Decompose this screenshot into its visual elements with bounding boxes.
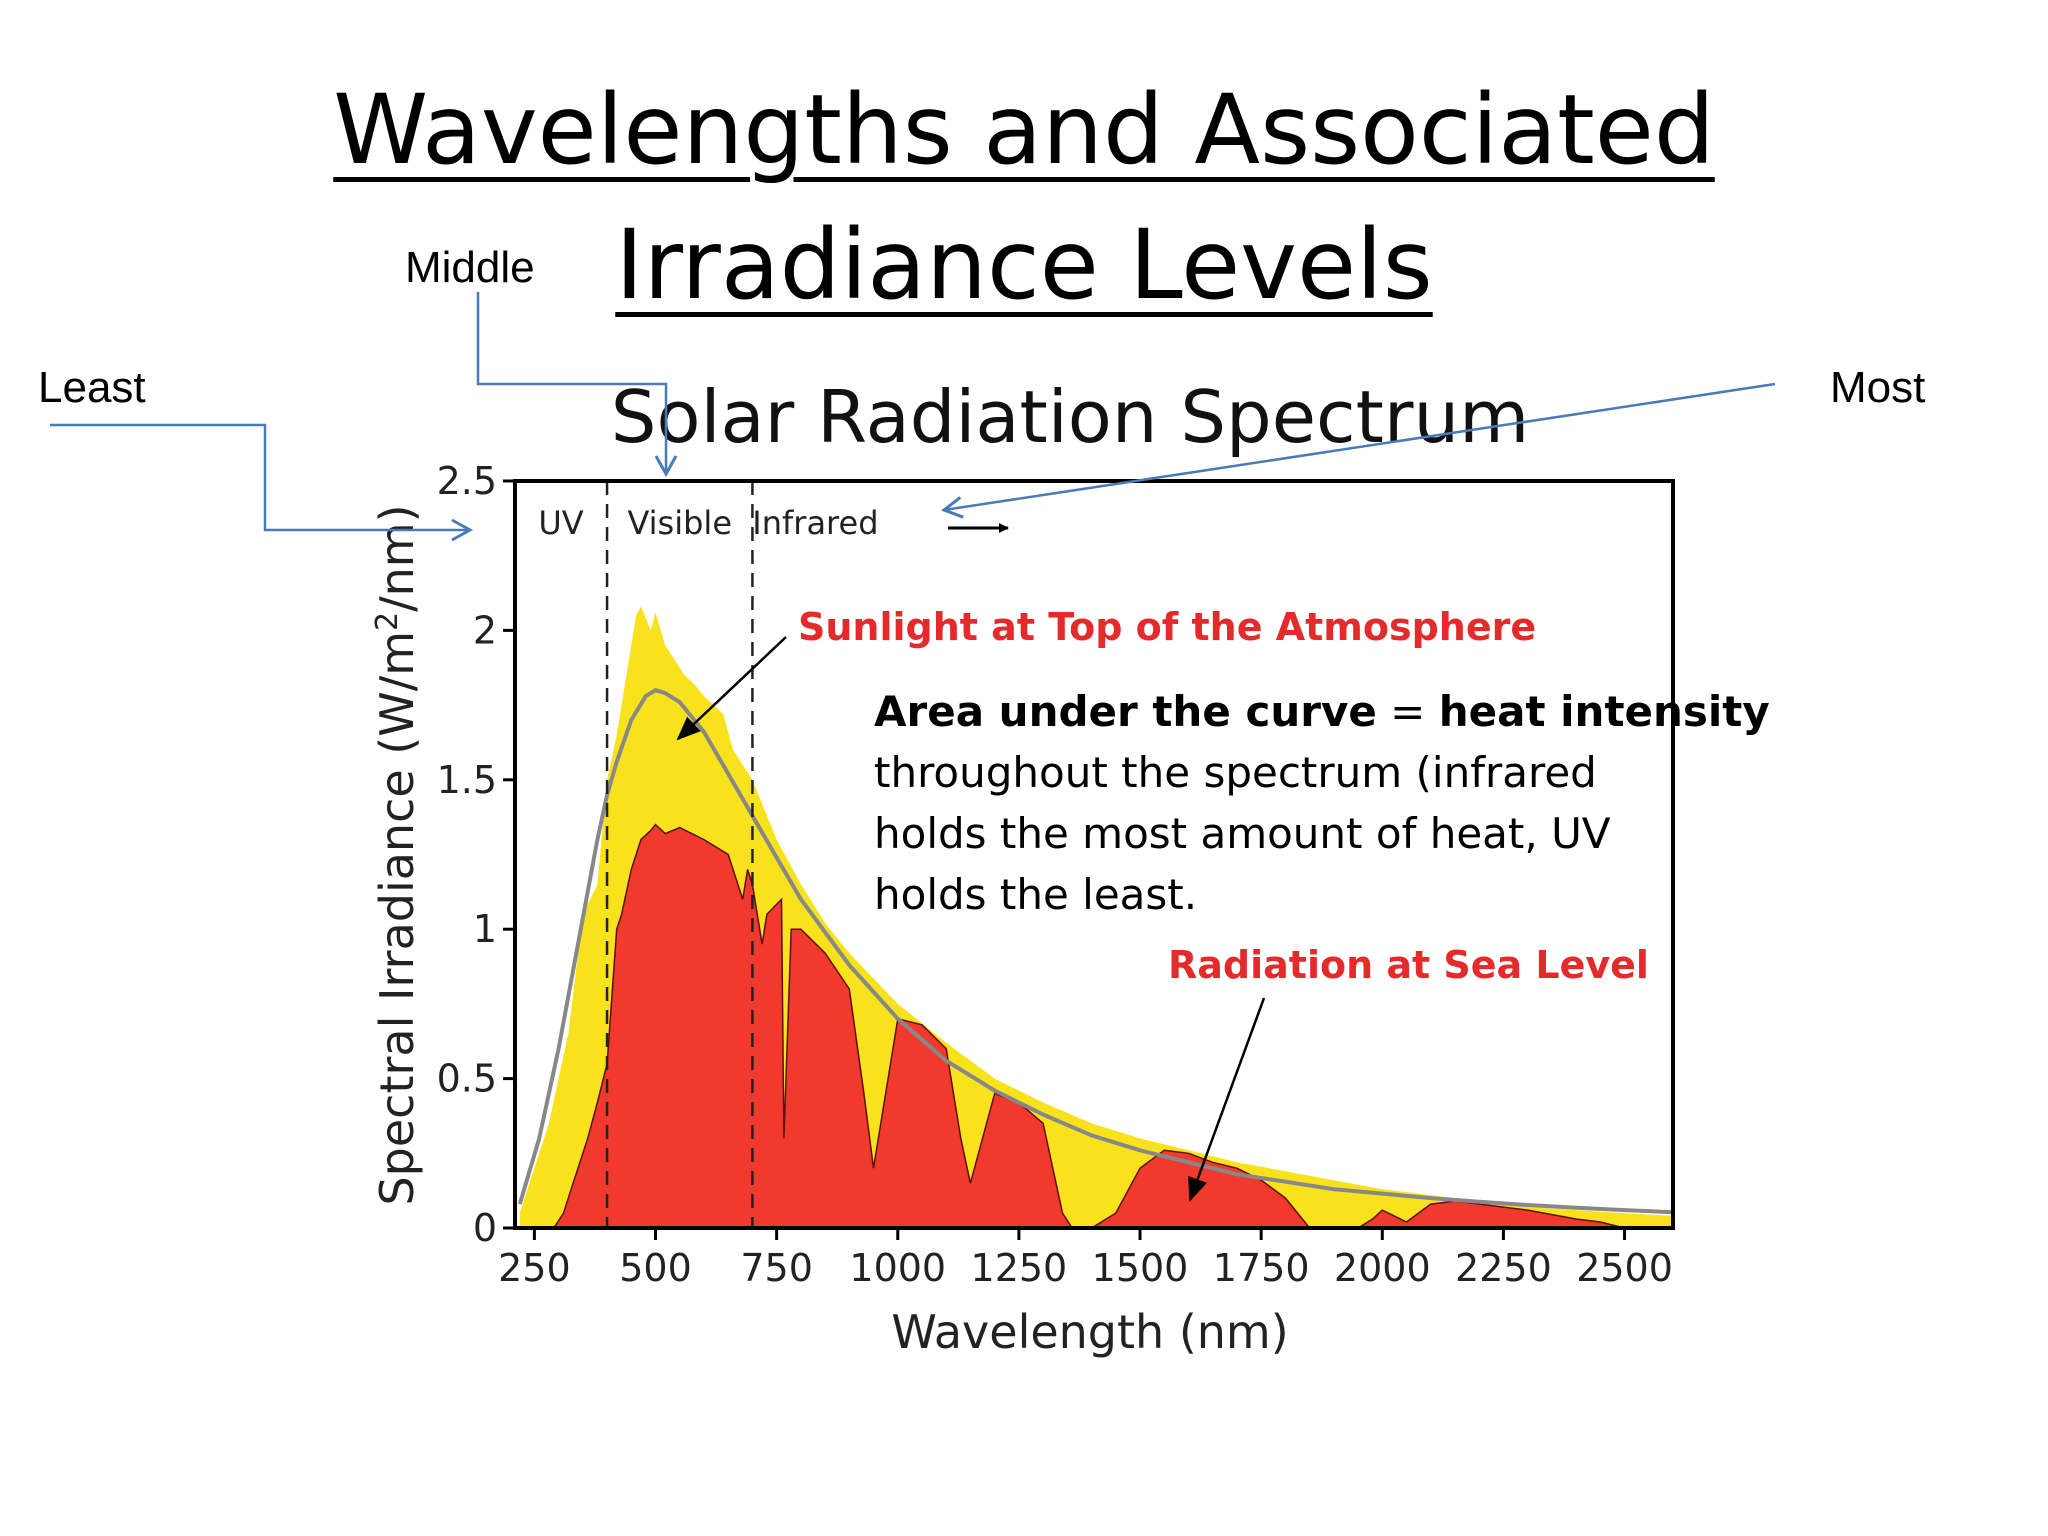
x-tick-label: 2000 (1334, 1246, 1431, 1290)
area-note-line1: Area under the curve = heat intensity (874, 687, 1770, 736)
most-callout-arrow (940, 382, 1776, 519)
region-label: Infrared (752, 504, 878, 542)
callout-label-most: Most (1830, 363, 1926, 412)
callout-arrows (50, 292, 1776, 542)
least-callout-arrow (50, 423, 474, 542)
y-axis-label: Spectral Irradiance (W/m2/nm) (370, 504, 424, 1205)
area-note: Area under the curve = heat intensity th… (874, 687, 1770, 919)
y-tick-label: 1 (473, 907, 497, 951)
area-note-bold2: heat intensity (1439, 687, 1770, 736)
callout-label-middle: Middle (405, 243, 535, 292)
y-tick-label: 1.5 (437, 758, 497, 802)
callout-label-least: Least (38, 363, 146, 412)
x-tick-label: 1000 (849, 1246, 946, 1290)
y-tick-label: 2 (473, 608, 497, 652)
x-tick-label: 1750 (1213, 1246, 1310, 1290)
x-tick-label: 1500 (1092, 1246, 1189, 1290)
area-note-line3: holds the most amount of heat, UV (874, 809, 1611, 858)
region-label: UV (538, 504, 583, 542)
region-label: Visible (627, 504, 732, 542)
x-axis-label: Wavelength (nm) (891, 1305, 1288, 1359)
area-note-line4: holds the least. (874, 870, 1197, 919)
slide-title-line2: Irradiance Levels (615, 209, 1433, 321)
x-tick-label: 2500 (1576, 1246, 1673, 1290)
x-tick-label: 500 (619, 1246, 692, 1290)
middle-callout-arrow (476, 292, 678, 478)
area-note-equals: = (1377, 687, 1439, 736)
x-tick-label: 750 (740, 1246, 813, 1290)
slide-title-line1: Wavelengths and Associated (333, 74, 1715, 186)
series-sea-level-area (552, 823, 1673, 1229)
x-tick-label: 2250 (1455, 1246, 1552, 1290)
area-note-bold1: Area under the curve (874, 687, 1377, 736)
y-tick-label: 0.5 (437, 1057, 497, 1101)
annotation-top-of-atmosphere: Sunlight at Top of the Atmosphere (798, 605, 1536, 649)
annotation-sea-level: Radiation at Sea Level (1168, 943, 1649, 987)
area-note-line2: throughout the spectrum (infrared (874, 748, 1597, 797)
x-tick-label: 250 (498, 1246, 571, 1290)
chart-title: Solar Radiation Spectrum (611, 375, 1529, 459)
x-tick-label: 1250 (971, 1246, 1068, 1290)
y-axis-label-prefix: Spectral Irradiance (W/m (370, 631, 424, 1206)
axis-layer: 250 500 750 1000 1250 1500 1750 2000 2250 2500 0 0.… (437, 459, 1673, 1290)
blackbody-curve-line (517, 688, 1674, 1215)
annotation-top-arrow (676, 636, 787, 741)
plot-frame (513, 479, 1675, 1230)
plot-layer: UV Visible Infrared (517, 481, 1674, 1229)
y-axis-label-suffix: /nm) (370, 504, 424, 611)
y-tick-label: 0 (473, 1206, 497, 1250)
annotation-sea-arrow (1188, 997, 1266, 1202)
y-axis-label-superscript: 2 (370, 612, 405, 631)
y-tick-label: 2.5 (437, 459, 497, 503)
